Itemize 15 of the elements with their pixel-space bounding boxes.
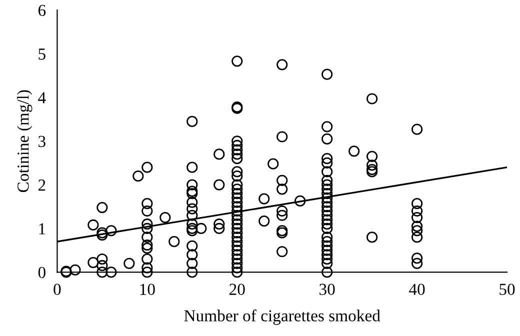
y-tick-label: 4 — [38, 92, 46, 104]
y-tick-label: 2 — [38, 180, 46, 191]
x-tick-label: 30 — [320, 284, 335, 295]
y-tick-label: 3 — [38, 136, 46, 148]
x-tick-label: 10 — [140, 284, 155, 295]
y-tick-label: 1 — [39, 223, 46, 234]
y-axis-title: Cotinine (mg/l) — [17, 90, 32, 192]
y-tick-label: 5 — [38, 48, 46, 60]
y-tick-label: 0 — [38, 266, 46, 278]
y-tick-label: 6 — [38, 4, 46, 16]
x-tick-label: 40 — [409, 284, 425, 295]
x-tick-label: 20 — [230, 284, 245, 295]
x-tick-label: 0 — [54, 284, 61, 295]
x-tick-label: 50 — [500, 284, 515, 295]
x-axis-title: Number of cigarettes smoked — [184, 309, 380, 325]
